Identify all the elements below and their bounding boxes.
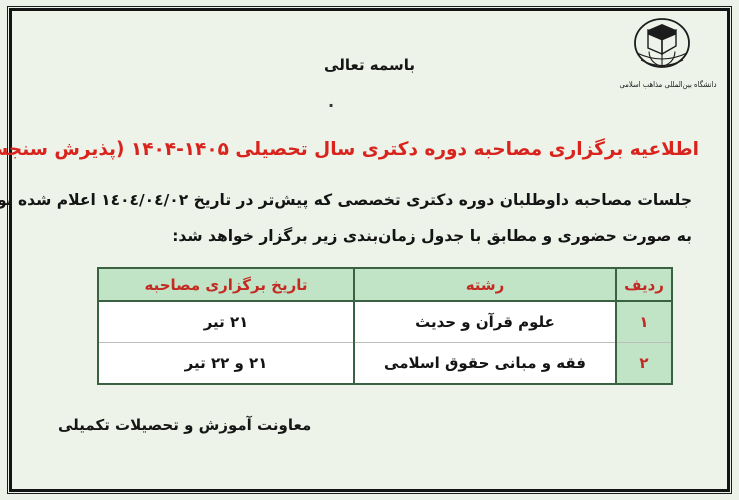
logo-caption: دانشگاه بین‌المللی مذاهب اسلامی (620, 79, 717, 89)
header-interview-date: تاریخ برگزاری مصاحبه (97, 267, 355, 302)
header-field: رشته (353, 267, 617, 302)
document-border-frame (7, 6, 732, 494)
logo-globe-lines (636, 51, 688, 68)
row-number-cell: ۱ (615, 300, 673, 343)
interview-schedule-table: ردیف رشته تاریخ برگزاری مصاحبه ۱ علوم قر… (97, 267, 673, 385)
table-row: ۱ علوم قرآن و حدیث ۲۱ تیر (97, 300, 673, 343)
date-cell: ۲۱ تیر (97, 300, 355, 343)
bismillah-heading: باسمه تعالی (324, 56, 415, 74)
body-paragraph-line-2: به صورت حضوری و مطابق با جدول زمان‌بندی … (172, 227, 692, 245)
stray-dot: . (328, 92, 335, 111)
body-paragraph-line-1: جلسات مصاحبه داوطلبان دوره دکتری تخصصی ک… (0, 191, 692, 209)
table-header-row: ردیف رشته تاریخ برگزاری مصاحبه (97, 267, 673, 302)
header-row-number: ردیف (615, 267, 673, 302)
field-cell: علوم قرآن و حدیث (353, 300, 617, 343)
document-page (9, 8, 730, 492)
table-row: ۲ فقه و مبانی حقوق اسلامی ۲۱ و ۲۲ تیر (97, 342, 673, 385)
signature-department: معاونت آموزش و تحصیلات تکمیلی (58, 416, 312, 434)
university-logo: دانشگاه بین‌المللی مذاهب اسلامی (620, 18, 717, 89)
field-cell: فقه و مبانی حقوق اسلامی (353, 342, 617, 385)
kaaba-icon (647, 24, 677, 56)
logo-globe-circle (634, 18, 690, 68)
announcement-title: اطلاعیه برگزاری مصاحبه دوره دکتری سال تح… (0, 139, 699, 160)
row-number-cell: ۲ (615, 342, 673, 385)
date-cell: ۲۱ و ۲۲ تیر (97, 342, 355, 385)
